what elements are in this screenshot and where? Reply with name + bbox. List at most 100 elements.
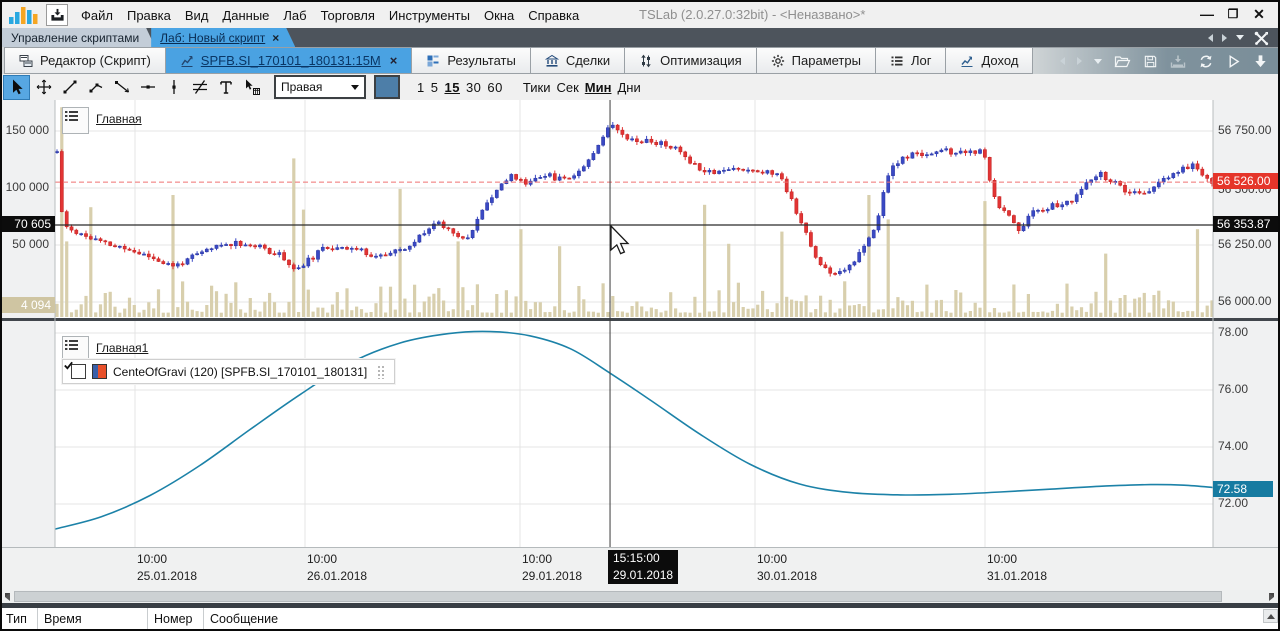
doc-tab-параметры[interactable]: Параметры <box>756 47 876 74</box>
workspace-tab-1[interactable]: Управление скриптами <box>2 28 155 47</box>
indicator-axis-label: 78.00 <box>1218 325 1249 339</box>
doc-tab-label: Результаты <box>447 53 516 68</box>
color-swatch-button[interactable] <box>374 75 400 99</box>
back-icon[interactable] <box>1208 33 1213 42</box>
period-60[interactable]: 60 <box>487 79 503 95</box>
document-tab-bar: Редактор (Скрипт) SPFB.SI_170101_180131:1… <box>2 47 1278 74</box>
menu-item-9[interactable]: Справка <box>528 7 580 23</box>
close-icon[interactable]: ✕ <box>1253 5 1265 22</box>
polyline-button[interactable] <box>83 76 108 99</box>
period-1[interactable]: 1 <box>417 79 425 95</box>
panel1-list-icon[interactable] <box>62 107 89 134</box>
dropdown-icon[interactable] <box>1236 35 1244 40</box>
tick-time: 10:00 <box>987 552 1018 566</box>
legend-grip-handle[interactable] <box>377 364 387 379</box>
period-30[interactable]: 30 <box>465 79 482 95</box>
tick-time: 10:00 <box>522 552 553 566</box>
indicator-axis-label: 76.00 <box>1218 382 1249 396</box>
menu-item-1[interactable]: Файл <box>81 7 113 23</box>
hline-button[interactable] <box>135 76 160 99</box>
vline-button[interactable] <box>161 76 186 99</box>
unit-мин[interactable]: Мин <box>584 79 612 95</box>
delete-drawing-button[interactable] <box>239 76 264 99</box>
save-icon[interactable] <box>1143 54 1158 69</box>
period-selector: 1 5 15 30 60 <box>414 80 506 95</box>
ray-button[interactable] <box>109 76 134 99</box>
chart-area[interactable]: 150 000 100 000 50 000 56 750.00 56 500.00 56… <box>0 100 1280 547</box>
doc-tab-результаты[interactable]: Результаты <box>412 47 531 74</box>
close-icon[interactable]: × <box>272 30 280 45</box>
panel1-title-link[interactable]: Главная <box>96 112 142 126</box>
menu-item-2[interactable]: Правка <box>126 7 171 23</box>
menu-item-6[interactable]: Торговля <box>320 7 375 23</box>
channel-button[interactable] <box>187 76 212 99</box>
column-header-сообщение[interactable]: Сообщение <box>210 611 279 626</box>
panel2-title-link[interactable]: Главная1 <box>96 341 149 355</box>
doc-tab-сделки[interactable]: Сделки <box>530 47 626 74</box>
scroll-left-icon[interactable] <box>0 590 14 603</box>
minimize-icon[interactable]: — <box>1200 6 1214 22</box>
doc-tab-доход[interactable]: Доход <box>946 47 1034 74</box>
text-tool-button[interactable] <box>213 76 238 99</box>
unit-selector: Тики Сек Мин Дни <box>520 80 644 95</box>
chevron-down-icon <box>351 84 359 90</box>
volume-axis-label: 150 000 <box>5 123 49 137</box>
doc-tab-оптимизация[interactable]: Оптимизация <box>625 47 757 74</box>
menu-item-5[interactable]: Лаб <box>283 7 307 23</box>
pane-splitter[interactable] <box>0 603 1280 608</box>
download-icon[interactable] <box>1170 54 1186 69</box>
unit-дни[interactable]: Дни <box>617 79 641 95</box>
close-icon[interactable]: × <box>389 53 398 68</box>
menu-item-7[interactable]: Инструменты <box>388 7 470 23</box>
maximize-icon[interactable]: ❐ <box>1227 7 1239 21</box>
main-menu: Файл Правка Вид Данные Лаб Торговля Инструмент… <box>74 5 586 26</box>
time-axis[interactable]: 10:00 25.01.2018 10:00 26.01.2018 10:00 29.01… <box>0 547 1280 591</box>
tick-date: 26.01.2018 <box>307 569 368 583</box>
tools-icon[interactable] <box>1253 30 1270 46</box>
tick-time: 10:00 <box>757 552 788 566</box>
price-axis-label: 56 000.00 <box>1218 294 1272 308</box>
doc-tab-редактор-скрипт-[interactable]: Редактор (Скрипт) <box>4 47 166 74</box>
dropdown-icon[interactable] <box>1094 58 1102 64</box>
forward-icon[interactable] <box>1077 57 1082 65</box>
tick-date: 30.01.2018 <box>757 569 818 583</box>
indicator-legend[interactable]: CenteOfGravi (120) [SPFB.SI_170101_18013… <box>62 359 396 384</box>
refresh-icon[interactable] <box>1198 54 1214 69</box>
step-icon[interactable] <box>1253 54 1268 69</box>
scroll-up-icon[interactable] <box>1263 609 1278 623</box>
cursor-tool-button[interactable] <box>3 74 30 100</box>
unit-тики[interactable]: Тики <box>522 79 551 95</box>
scroll-right-icon[interactable] <box>1264 590 1278 603</box>
unit-сек[interactable]: Сек <box>556 79 579 95</box>
period-15[interactable]: 15 <box>444 79 460 95</box>
doc-tab-лог[interactable]: Лог <box>875 47 947 74</box>
menu-item-8[interactable]: Окна <box>483 7 515 23</box>
period-5[interactable]: 5 <box>430 79 439 95</box>
horizontal-scrollbar[interactable] <box>0 590 1280 603</box>
menu-item-3[interactable]: Вид <box>184 7 209 23</box>
workspace-tab-2[interactable]: Лаб: Новый скрипт × <box>151 28 295 47</box>
column-header-номер[interactable]: Номер <box>148 608 204 629</box>
doc-tab-spfb-si-170101-180131-15m[interactable]: SPFB.SI_170101_180131:15M × <box>165 47 413 74</box>
indicator-checkbox[interactable] <box>64 361 86 379</box>
back-icon[interactable] <box>1060 57 1065 65</box>
run-icon[interactable] <box>1226 54 1241 69</box>
axis-side-value: Правая <box>281 80 323 94</box>
axis-side-dropdown[interactable]: Правая <box>274 75 366 99</box>
cross-tool-button[interactable] <box>31 76 56 99</box>
indicator-label: CenteOfGravi (120) [SPFB.SI_170101_18013… <box>113 364 368 379</box>
column-header-тип[interactable]: Тип <box>0 608 38 629</box>
time-tick: 10:00 25.01.2018 <box>137 551 197 585</box>
trendline-button[interactable] <box>57 76 82 99</box>
indicator-axis-label: 74.00 <box>1218 439 1249 453</box>
cursor-date: 29.01.2018 <box>613 568 674 582</box>
scrollbar-thumb[interactable] <box>14 591 1222 602</box>
menu-item-4[interactable]: Данные <box>222 7 270 23</box>
cursor-time-readout: 15:15:00 29.01.2018 <box>608 550 679 584</box>
open-icon[interactable] <box>1114 54 1131 69</box>
import-icon[interactable] <box>46 4 68 26</box>
forward-icon[interactable] <box>1222 33 1227 42</box>
indicator-axis-label: 72.00 <box>1218 496 1249 510</box>
column-header-время[interactable]: Время <box>38 608 148 629</box>
